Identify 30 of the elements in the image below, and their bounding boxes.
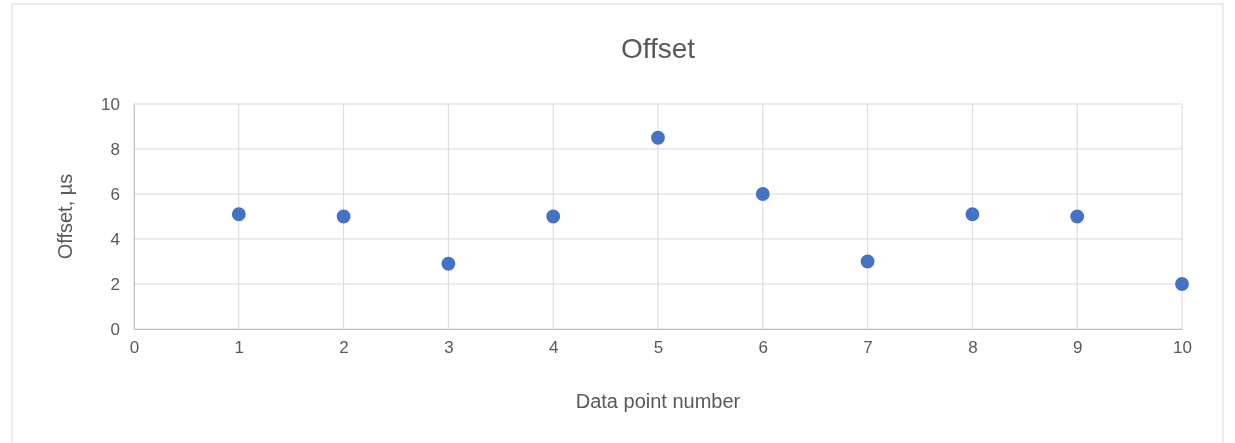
x-tick-label: 4: [548, 338, 559, 358]
x-tick-label: 1: [234, 338, 245, 358]
point: [755, 187, 770, 201]
x-tick-label: 8: [968, 338, 978, 358]
x-tick-label: 2: [339, 338, 349, 358]
point: [231, 207, 246, 222]
point: [1175, 277, 1189, 291]
y-tick-label: 10: [101, 94, 120, 114]
y-axis-title: Offset, µs: [54, 173, 76, 260]
y-tick-label: 2: [110, 274, 120, 294]
x-tick-label: 9: [1072, 338, 1083, 358]
x-tick-label: 5: [653, 338, 664, 358]
point: [336, 209, 351, 224]
point: [441, 256, 456, 271]
point: [1070, 209, 1085, 224]
chart-title: Offset: [620, 33, 696, 64]
x-tick-label: 3: [444, 338, 454, 358]
point: [965, 207, 980, 222]
y-tick-label: 0: [110, 319, 120, 339]
y-tick-label: 4: [110, 229, 120, 249]
x-tick-label: 7: [863, 338, 873, 358]
point: [860, 254, 875, 269]
y-tick-label: 8: [110, 139, 120, 159]
point: [546, 209, 561, 224]
x-tick-label: 0: [129, 338, 140, 358]
x-tick-label: 6: [758, 338, 769, 358]
y-tick-label: 6: [110, 184, 120, 204]
point: [651, 130, 665, 145]
x-tick-label: 10: [1173, 338, 1192, 358]
x-axis-title: Data point number: [575, 390, 741, 412]
